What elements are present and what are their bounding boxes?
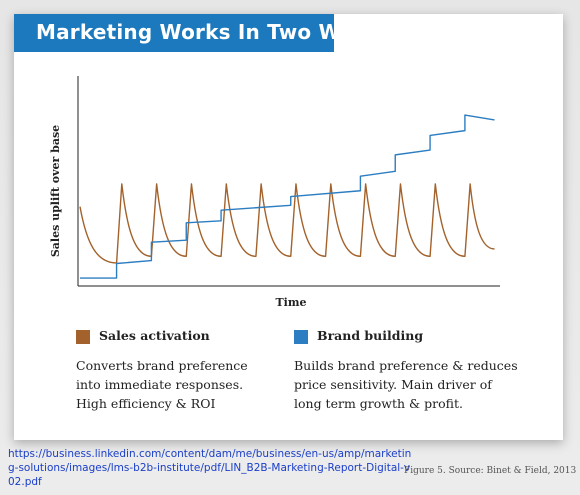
series-layer <box>79 114 495 279</box>
brand-building-label: Brand building <box>317 328 424 343</box>
brand-building-desc-1: Builds brand preference & reduces <box>294 358 518 373</box>
y-axis-title: Sales uplift over base <box>49 125 62 257</box>
figure-caption: Figure 5. Source: Binet & Field, 2013 <box>404 466 577 476</box>
sales-activation-desc-1: Converts brand preference <box>76 358 248 373</box>
brand-building-desc-2: price sensitivity. Main driver of <box>294 377 492 392</box>
brand-building-desc-3: long term growth & profit. <box>294 396 463 411</box>
source-link[interactable]: https://business.linkedin.com/content/da… <box>8 448 412 488</box>
chart-title: Marketing Works In Two Ways <box>36 20 379 44</box>
sales-activation-desc-3: High efficiency & ROI <box>76 396 216 411</box>
sales-activation-desc-2: into immediate responses. <box>76 377 244 392</box>
x-axis-title: Time <box>275 296 306 309</box>
brand-building-swatch <box>294 330 308 344</box>
sales-activation-label: Sales activation <box>99 328 210 343</box>
brand-building-line <box>80 114 495 279</box>
sales-activation-line <box>79 183 495 264</box>
sales-activation-swatch <box>76 330 90 344</box>
line-chart: Time Sales uplift over base <box>49 76 500 309</box>
chart-card: Marketing Works In Two Ways Time Sales u… <box>14 14 563 440</box>
title-banner: Marketing Works In Two Ways <box>14 14 378 52</box>
